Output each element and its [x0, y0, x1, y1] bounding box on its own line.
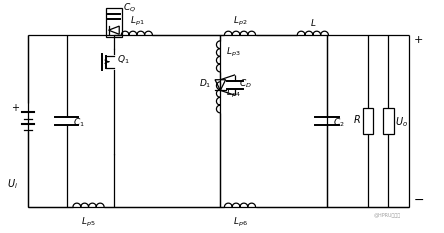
- Text: $L_{p6}$: $L_{p6}$: [233, 216, 247, 229]
- Bar: [363, 108, 373, 134]
- Text: @HPRU居居者: @HPRU居居者: [373, 213, 400, 218]
- Text: $C_D$: $C_D$: [239, 78, 252, 90]
- Text: $U_o$: $U_o$: [395, 115, 408, 129]
- Text: $L$: $L$: [309, 17, 316, 28]
- Bar: [106, 8, 122, 37]
- Text: $L_{p2}$: $L_{p2}$: [233, 15, 247, 28]
- Bar: [383, 108, 393, 134]
- Text: $L_{p5}$: $L_{p5}$: [81, 216, 96, 229]
- Text: $R$: $R$: [353, 113, 361, 125]
- Text: −: −: [413, 194, 424, 207]
- Text: $U_i$: $U_i$: [7, 178, 18, 192]
- Text: $C_1$: $C_1$: [73, 117, 85, 129]
- Text: $C_Q$: $C_Q$: [123, 1, 136, 14]
- Text: $C_2$: $C_2$: [333, 117, 345, 129]
- Text: $D_1$: $D_1$: [199, 77, 211, 90]
- Text: +: +: [11, 103, 19, 113]
- Text: $L_{p3}$: $L_{p3}$: [226, 46, 240, 59]
- Text: $Q_1$: $Q_1$: [117, 53, 129, 66]
- Text: +: +: [413, 35, 423, 45]
- Text: $L_{p1}$: $L_{p1}$: [130, 15, 144, 28]
- Text: $L_{p4}$: $L_{p4}$: [226, 87, 240, 100]
